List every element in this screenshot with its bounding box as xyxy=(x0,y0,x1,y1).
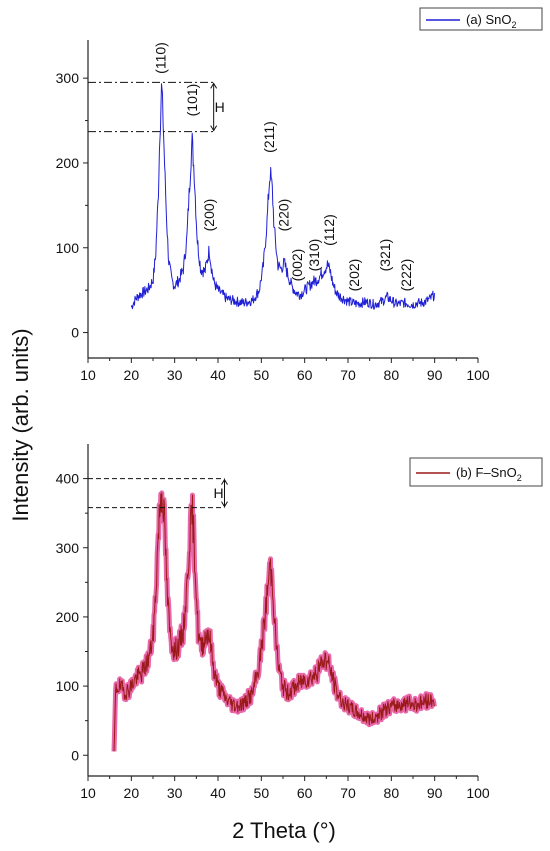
x-tick-label: 70 xyxy=(340,367,356,383)
legend-label: (b) F–SnO2 xyxy=(456,465,522,483)
legend-box xyxy=(409,457,543,487)
y-tick-label: 100 xyxy=(56,240,80,256)
x-tick-label: 50 xyxy=(254,785,270,801)
y-tick-label: 0 xyxy=(71,325,79,341)
h-marker-label: H xyxy=(213,485,223,501)
y-tick-label: 300 xyxy=(56,70,80,86)
x-tick-label: 60 xyxy=(297,367,313,383)
x-tick-label: 90 xyxy=(427,367,443,383)
h-marker-arrowhead-bottom xyxy=(210,125,218,132)
y-tick-label: 200 xyxy=(56,609,80,625)
x-tick-label: 20 xyxy=(124,785,140,801)
h-marker-arrowhead-bottom xyxy=(221,501,228,508)
peak-label: (002) xyxy=(289,249,305,282)
x-tick-label: 10 xyxy=(80,785,96,801)
legend-box xyxy=(419,7,543,31)
legend-label: (a) SnO2 xyxy=(466,12,517,30)
x-tick-label: 60 xyxy=(297,785,313,801)
x-tick-label: 70 xyxy=(340,785,356,801)
x-tick-label: 40 xyxy=(210,367,226,383)
y-tick-label: 200 xyxy=(56,155,80,171)
x-tick-label: 80 xyxy=(384,785,400,801)
y-axis-title: Intensity (arb. units) xyxy=(8,328,33,521)
y-tick-label: 0 xyxy=(71,747,79,763)
peak-label: (222) xyxy=(398,259,414,292)
series-line xyxy=(113,492,435,752)
x-tick-label: 50 xyxy=(254,367,270,383)
panel-b-chart: 10 20 30 40 50 60 70 80 90 100 0 100 200 300 400 H (b) F… xyxy=(56,444,543,801)
peak-label: (200) xyxy=(201,199,217,232)
h-marker-arrowhead-top xyxy=(221,478,228,485)
peak-label: (310) xyxy=(306,239,322,272)
peak-label: (220) xyxy=(276,199,292,232)
x-tick-label: 30 xyxy=(167,785,183,801)
x-tick-label: 20 xyxy=(124,367,140,383)
series-line xyxy=(130,83,435,310)
y-tick-label: 100 xyxy=(56,678,80,694)
peak-label: (202) xyxy=(346,259,362,292)
peak-label: (110) xyxy=(153,42,169,74)
x-tick-label: 80 xyxy=(384,367,400,383)
peak-label: (112) xyxy=(321,214,337,246)
x-tick-label: 100 xyxy=(466,367,490,383)
peak-label: (321) xyxy=(377,239,393,272)
h-marker-label: H xyxy=(215,99,225,115)
x-axis-title: 2 Theta (°) xyxy=(232,818,336,843)
x-tick-label: 30 xyxy=(167,367,183,383)
peak-label: (211) xyxy=(261,121,277,153)
y-tick-label: 400 xyxy=(56,471,80,487)
x-tick-label: 90 xyxy=(427,785,443,801)
x-tick-label: 10 xyxy=(80,367,96,383)
x-tick-label: 100 xyxy=(466,785,490,801)
h-marker-arrowhead-top xyxy=(210,82,218,89)
panel-a-chart: 10 20 30 40 50 60 70 80 90 100 0 100 200 300 (110) (101… xyxy=(56,7,543,383)
peak-label: (101) xyxy=(184,84,200,117)
y-tick-label: 300 xyxy=(56,540,80,556)
x-tick-label: 40 xyxy=(210,785,226,801)
